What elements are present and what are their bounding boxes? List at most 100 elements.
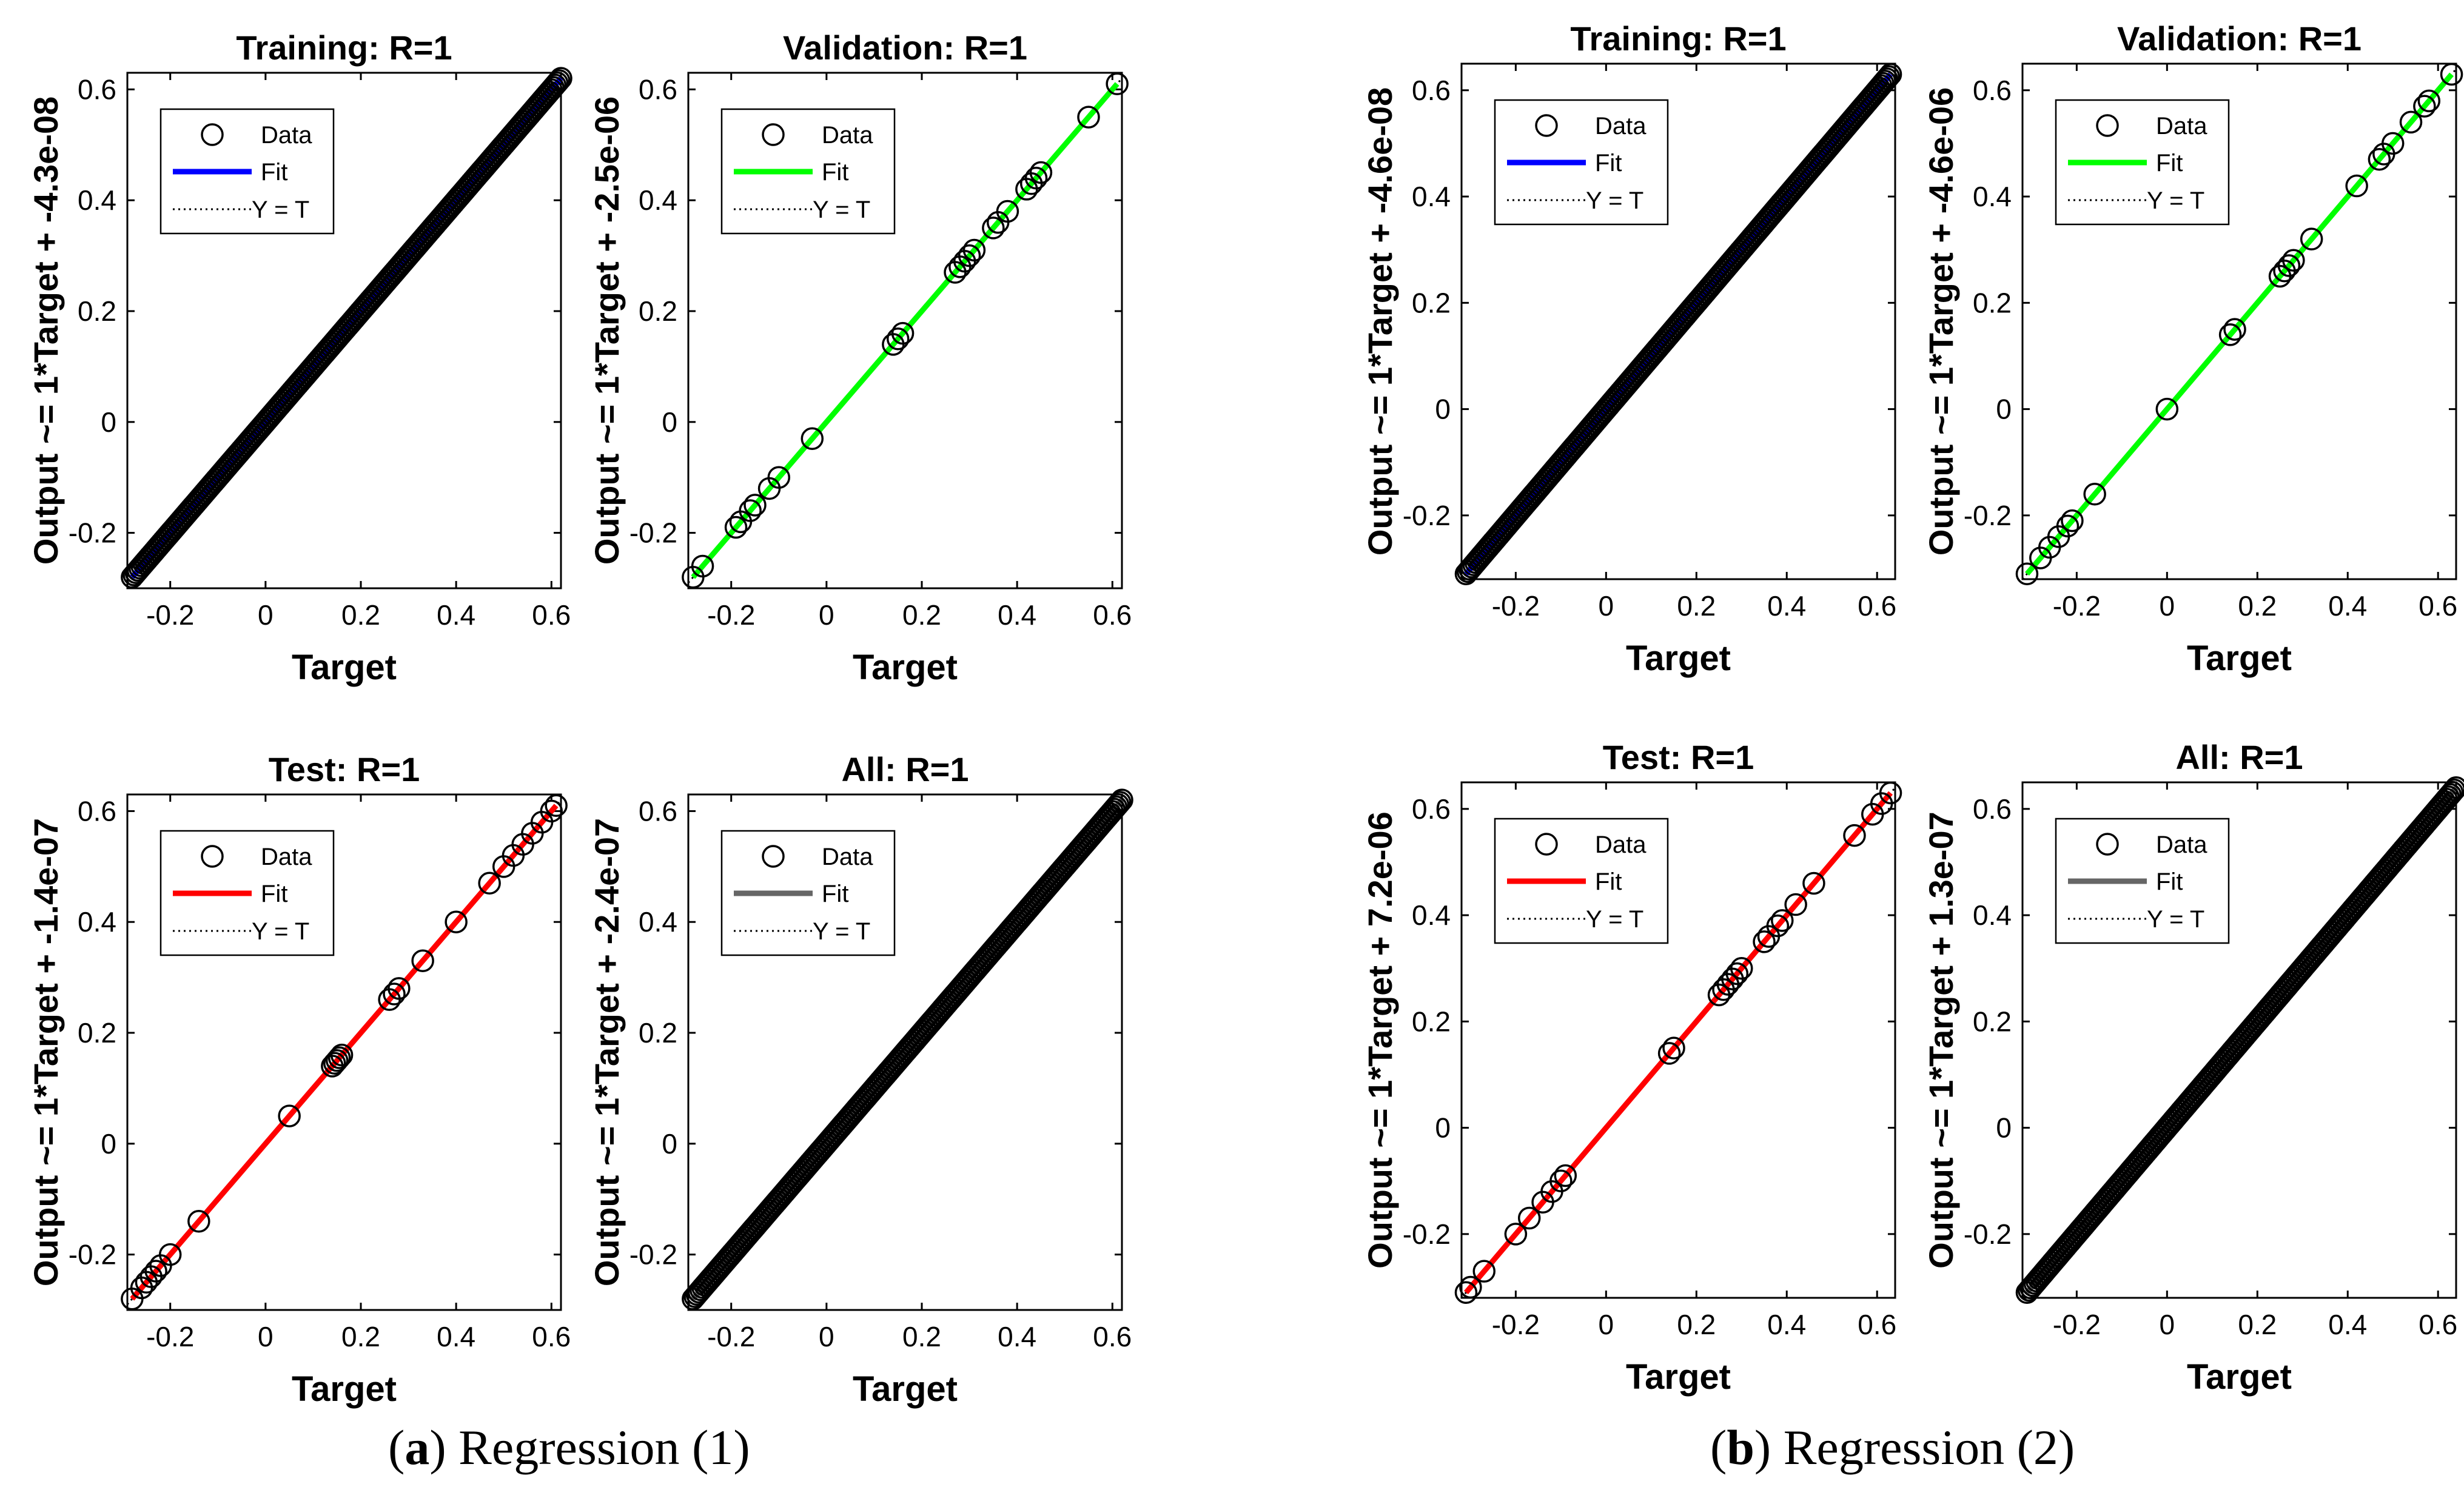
y-tick-label: -0.2 bbox=[1403, 500, 1451, 531]
data-point bbox=[1454, 1281, 1478, 1304]
data-point bbox=[2440, 62, 2463, 86]
data-point bbox=[1879, 62, 1902, 86]
legend-ideal-label: Y = T bbox=[1586, 187, 1643, 214]
x-tick-label: 0.4 bbox=[1767, 1309, 1806, 1340]
x-tick-label: 0.6 bbox=[1858, 1309, 1896, 1340]
data-point bbox=[2282, 249, 2305, 272]
chart-panel-3: -0.2 0 0.2 0.4 0.6 -0.2 0 0.2 0.4 0.6 Data Fit Y = T… bbox=[588, 750, 1133, 1409]
x-tick-label: 0.4 bbox=[2328, 1309, 2367, 1340]
data-point bbox=[1077, 106, 1100, 129]
data-point bbox=[958, 244, 981, 267]
x-axis-label: Target bbox=[1626, 1357, 1731, 1397]
data-point bbox=[144, 1260, 167, 1283]
y-axis-label: Output ~= 1*Target + 7.2e-06 bbox=[1361, 811, 1399, 1269]
x-tick-label: 0.2 bbox=[2238, 1309, 2277, 1340]
x-tick-label: -0.2 bbox=[1492, 1309, 1540, 1340]
chart-title: Training: R=1 bbox=[1570, 19, 1786, 58]
legend-fit-label: Fit bbox=[261, 159, 287, 186]
data-point bbox=[388, 977, 411, 1000]
x-tick-label: 0.4 bbox=[1767, 590, 1806, 622]
x-tick-label: 0.4 bbox=[998, 1321, 1036, 1352]
data-point bbox=[545, 794, 568, 818]
x-axis-label: Target bbox=[1626, 639, 1731, 678]
data-point bbox=[2223, 318, 2246, 341]
y-axis-label: Output ~= 1*Target + -4.6e-08 bbox=[1361, 87, 1399, 556]
data-point bbox=[996, 200, 1019, 223]
y-tick-label: 0.6 bbox=[78, 73, 116, 105]
x-tick-label: 0.4 bbox=[437, 1321, 475, 1352]
chart-panel-7: -0.2 0 0.2 0.4 0.6 -0.2 0 0.2 0.4 0.6 Data Fit Y = T… bbox=[1922, 738, 2464, 1397]
y-tick-label: 0.4 bbox=[78, 184, 116, 216]
caption-b-text: Regression (2) bbox=[1771, 1420, 2075, 1475]
legend-ideal-label: Y = T bbox=[252, 196, 309, 223]
data-point bbox=[323, 1052, 346, 1075]
data-point bbox=[540, 799, 563, 823]
x-tick-label: 0.6 bbox=[532, 599, 571, 631]
data-point bbox=[1549, 1169, 1573, 1192]
legend-data-label: Data bbox=[2156, 113, 2207, 139]
legend-fit-label: Fit bbox=[1595, 150, 1622, 176]
data-point bbox=[2445, 776, 2464, 799]
data-point bbox=[1875, 67, 1898, 90]
data-point bbox=[1504, 1223, 1528, 1246]
legend-data-label: Data bbox=[261, 122, 312, 149]
data-point bbox=[1753, 930, 1776, 953]
data-point bbox=[278, 1104, 301, 1127]
y-tick-label: 0.4 bbox=[1412, 899, 1451, 931]
y-tick-label: 0.6 bbox=[1973, 75, 2012, 106]
x-tick-label: 0 bbox=[2160, 1309, 2175, 1340]
data-point bbox=[744, 494, 767, 517]
data-point bbox=[2015, 562, 2039, 585]
y-tick-label: 0.4 bbox=[1412, 181, 1451, 212]
y-tick-label: 0.6 bbox=[639, 73, 677, 105]
data-point bbox=[982, 217, 1005, 240]
y-tick-label: -0.2 bbox=[1964, 500, 2012, 531]
legend-data-label: Data bbox=[261, 844, 312, 870]
y-tick-label: 0.4 bbox=[639, 906, 677, 938]
data-point bbox=[187, 1210, 210, 1233]
data-point bbox=[1725, 962, 1749, 986]
chart-panel-0: -0.2 0 0.2 0.4 0.6 -0.2 0 0.2 0.4 0.6 Data Fit Y = T… bbox=[27, 29, 572, 687]
y-axis-label: Output ~= 1*Target + -4.6e-06 bbox=[1922, 87, 1960, 556]
data-point bbox=[2439, 783, 2462, 806]
y-tick-label: 0.2 bbox=[1973, 1006, 2012, 1037]
legend-data-marker bbox=[1535, 833, 1558, 856]
data-point bbox=[1766, 914, 1790, 938]
chart-panel-6: -0.2 0 0.2 0.4 0.6 -0.2 0 0.2 0.4 0.6 Data Fit Y = T… bbox=[1361, 738, 1902, 1397]
legend-data-marker bbox=[2096, 833, 2119, 856]
legend-data-label: Data bbox=[1595, 831, 1647, 858]
data-point bbox=[962, 238, 986, 262]
caption-a-text: Regression (1) bbox=[446, 1420, 750, 1475]
y-tick-label: 0.2 bbox=[639, 295, 677, 327]
data-point bbox=[1110, 788, 1133, 811]
data-point bbox=[1784, 893, 1807, 916]
legend-ideal-label: Y = T bbox=[2147, 187, 2204, 214]
x-tick-label: -0.2 bbox=[146, 1321, 194, 1352]
y-tick-label: -0.2 bbox=[69, 517, 116, 549]
x-axis-label: Target bbox=[853, 1369, 958, 1409]
legend-fit-label: Fit bbox=[822, 159, 848, 186]
y-tick-label: 0.2 bbox=[78, 1017, 116, 1049]
x-tick-label: -0.2 bbox=[1492, 590, 1540, 622]
y-tick-label: 0.6 bbox=[1412, 793, 1451, 825]
x-tick-label: -0.2 bbox=[2053, 1309, 2101, 1340]
chart-panel-5: -0.2 0 0.2 0.4 0.6 -0.2 0 0.2 0.4 0.6 Data Fit Y = T… bbox=[1922, 19, 2463, 678]
y-tick-label: 0.4 bbox=[1973, 181, 2012, 212]
caption-a-letter: a bbox=[405, 1420, 430, 1475]
data-point bbox=[1802, 871, 1825, 895]
x-tick-label: 0.2 bbox=[902, 599, 941, 631]
data-point bbox=[739, 499, 762, 522]
y-tick-label: -0.2 bbox=[629, 517, 677, 549]
x-tick-label: 0.6 bbox=[2419, 590, 2457, 622]
data-point bbox=[2056, 514, 2080, 538]
y-tick-label: 0 bbox=[662, 1128, 677, 1160]
legend-data-label: Data bbox=[822, 122, 873, 149]
y-axis-label: Output ~= 1*Target + -1.4e-07 bbox=[27, 818, 65, 1286]
data-point bbox=[886, 327, 910, 351]
y-tick-label: 0 bbox=[101, 1128, 116, 1160]
data-point bbox=[2218, 323, 2242, 346]
data-point bbox=[478, 871, 501, 895]
legend-data-marker bbox=[2096, 114, 2119, 137]
chart-panel-4: -0.2 0 0.2 0.4 0.6 -0.2 0 0.2 0.4 0.6 Data Fit Y = T… bbox=[1361, 19, 1902, 678]
data-point bbox=[1662, 1036, 1685, 1059]
